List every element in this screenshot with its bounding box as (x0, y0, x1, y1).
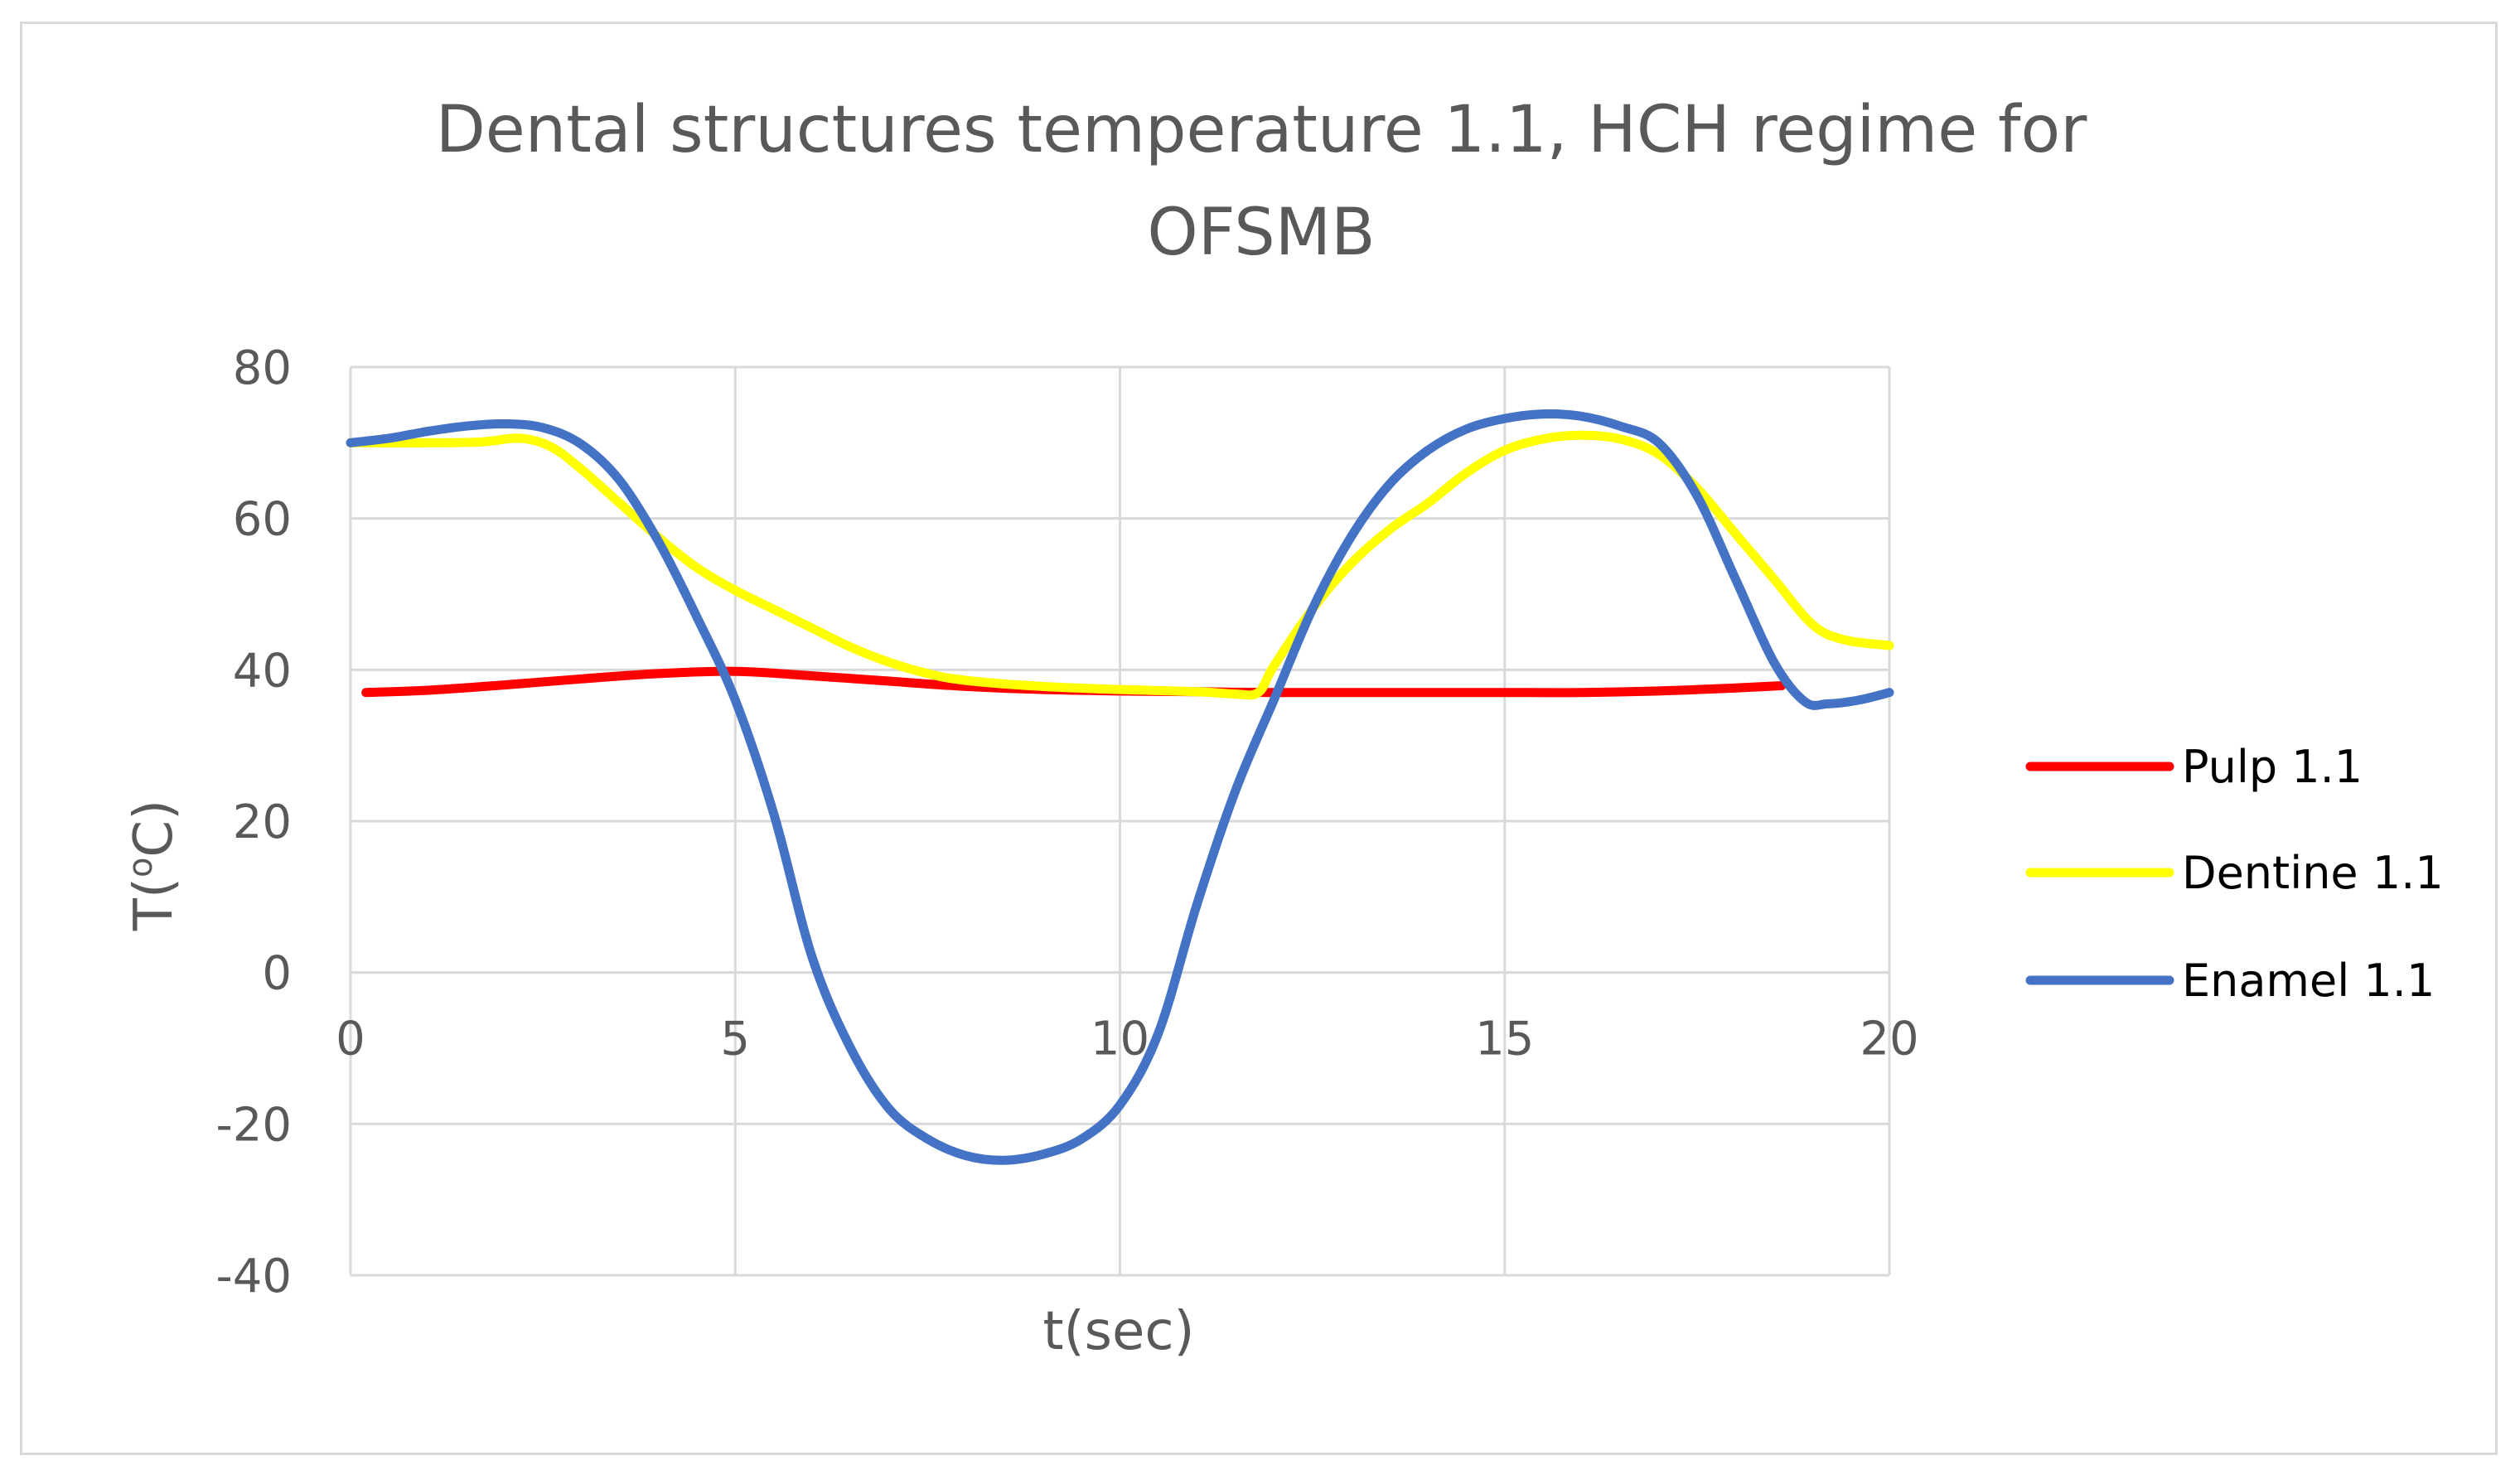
chart-title-line-1: Dental structures temperature 1.1, HCH r… (436, 93, 2087, 167)
x-tick-label: 20 (1860, 1013, 1918, 1066)
legend-label-dentine-1-1: Dentine 1.1 (2182, 847, 2444, 899)
y-tick-label: -40 (216, 1250, 292, 1303)
y-tick-label: 0 (262, 947, 292, 1001)
y-axis-title-superscript: o (122, 858, 160, 878)
y-tick-label: 60 (233, 493, 292, 547)
chart-title-line-2: OFSMB (1147, 196, 1375, 270)
y-axis-title-tail: C) (123, 800, 185, 858)
series-line-enamel-1-1 (346, 409, 1894, 1165)
series-lines (346, 409, 1894, 1165)
y-tick-label: 80 (233, 341, 292, 395)
x-tick-label: 15 (1475, 1013, 1534, 1066)
x-tick-label: 0 (336, 1013, 365, 1066)
y-axis-title: T(oC) (122, 800, 185, 931)
y-tick-label: 20 (233, 795, 292, 849)
x-axis-title: t(sec) (1043, 1301, 1195, 1362)
x-tick-label: 10 (1091, 1013, 1149, 1066)
legend-label-enamel-1-1: Enamel 1.1 (2182, 955, 2435, 1007)
series-line-dentine-1-1 (346, 430, 1894, 700)
legend: Pulp 1.1 Dentine 1.1 Enamel 1.1 (2025, 741, 2444, 1007)
gridlines (351, 365, 1891, 1275)
legend-label-pulp-1-1: Pulp 1.1 (2182, 741, 2363, 793)
x-tick-label: 5 (720, 1013, 750, 1066)
y-tick-label: -20 (216, 1098, 292, 1152)
y-tick-label: 40 (233, 644, 292, 698)
axes (349, 367, 1889, 1277)
y-axis-title-main: T( (123, 878, 185, 931)
tick-labels: -40 -20 0 20 40 60 80 0 5 10 15 20 (216, 341, 1919, 1303)
chart-title: Dental structures temperature 1.1, HCH r… (436, 93, 2087, 270)
